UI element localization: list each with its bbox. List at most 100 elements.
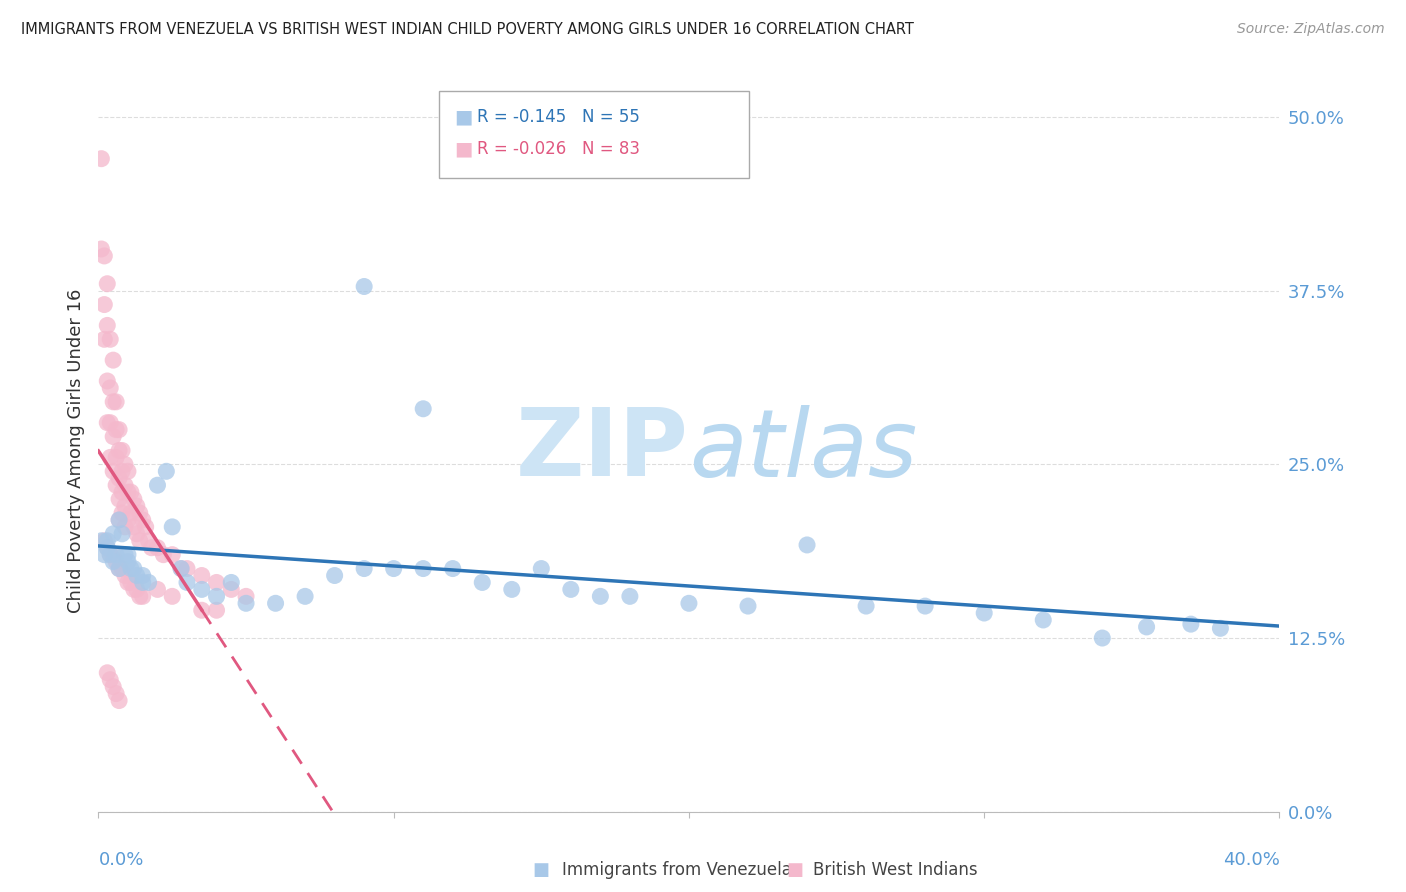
Point — [108, 443, 131, 458]
Point — [111, 485, 134, 500]
Point — [125, 568, 148, 582]
Point — [141, 541, 163, 555]
Point — [205, 575, 228, 590]
Point — [191, 603, 214, 617]
Point — [796, 538, 818, 552]
Point — [117, 548, 139, 562]
Point — [162, 548, 183, 562]
Point — [96, 541, 118, 555]
Point — [98, 673, 121, 687]
Point — [90, 152, 112, 166]
Point — [1091, 631, 1114, 645]
Point — [323, 568, 346, 582]
Point — [108, 693, 131, 707]
Point — [103, 429, 125, 443]
Point — [98, 548, 121, 562]
Text: ■: ■ — [533, 861, 550, 879]
Point — [471, 575, 494, 590]
Point — [125, 499, 148, 513]
Point — [117, 575, 139, 590]
Point — [114, 548, 136, 562]
Point — [235, 590, 257, 604]
Point — [132, 513, 155, 527]
Point — [128, 590, 150, 604]
Point — [501, 582, 523, 597]
Point — [155, 464, 177, 478]
Point — [122, 582, 145, 597]
Point — [146, 478, 169, 492]
Point — [138, 533, 160, 548]
Point — [191, 568, 214, 582]
Point — [93, 297, 115, 311]
Point — [96, 541, 118, 555]
Point — [98, 450, 121, 465]
Point — [170, 561, 193, 575]
Point — [96, 277, 118, 291]
Point — [1032, 613, 1054, 627]
Point — [103, 526, 125, 541]
Point — [221, 582, 243, 597]
Point — [176, 575, 198, 590]
Point — [973, 606, 995, 620]
Point — [96, 533, 118, 548]
Point — [105, 478, 128, 492]
Point — [128, 506, 150, 520]
Point — [96, 665, 118, 680]
Point — [1209, 621, 1232, 635]
Point — [105, 450, 128, 465]
Point — [114, 520, 136, 534]
Point — [108, 561, 131, 575]
Point — [108, 492, 131, 507]
Point — [294, 590, 316, 604]
Point — [162, 520, 183, 534]
Point — [914, 599, 936, 613]
Point — [105, 687, 128, 701]
Point — [619, 590, 641, 604]
Point — [93, 332, 115, 346]
Point — [114, 478, 136, 492]
Point — [98, 332, 121, 346]
Point — [120, 575, 142, 590]
Point — [353, 561, 375, 575]
Point — [117, 464, 139, 478]
Point — [108, 513, 131, 527]
Point — [103, 680, 125, 694]
Point — [111, 464, 134, 478]
Text: IMMIGRANTS FROM VENEZUELA VS BRITISH WEST INDIAN CHILD POVERTY AMONG GIRLS UNDER: IMMIGRANTS FROM VENEZUELA VS BRITISH WES… — [21, 22, 914, 37]
Text: atlas: atlas — [689, 405, 917, 496]
Point — [103, 353, 125, 368]
Text: ■: ■ — [454, 139, 472, 159]
Point — [105, 548, 128, 562]
Text: ZIP: ZIP — [516, 404, 689, 497]
Text: ■: ■ — [454, 107, 472, 127]
Point — [105, 555, 128, 569]
Point — [103, 555, 125, 569]
Text: British West Indians: British West Indians — [813, 861, 977, 879]
Point — [132, 568, 155, 582]
Point — [412, 401, 434, 416]
Point — [560, 582, 582, 597]
Text: ■: ■ — [786, 861, 803, 879]
Point — [162, 590, 183, 604]
Point — [103, 394, 125, 409]
Point — [103, 548, 125, 562]
Text: R = -0.026   N = 83: R = -0.026 N = 83 — [477, 140, 640, 158]
Point — [132, 590, 155, 604]
Point — [128, 533, 150, 548]
Point — [138, 575, 160, 590]
Point — [93, 533, 115, 548]
Point — [191, 582, 214, 597]
Point — [114, 568, 136, 582]
Point — [264, 596, 287, 610]
Point — [221, 575, 243, 590]
Point — [353, 279, 375, 293]
Point — [176, 561, 198, 575]
Point — [855, 599, 877, 613]
Text: Immigrants from Venezuela: Immigrants from Venezuela — [562, 861, 792, 879]
Point — [111, 443, 134, 458]
Text: Source: ZipAtlas.com: Source: ZipAtlas.com — [1237, 22, 1385, 37]
Point — [412, 561, 434, 575]
Point — [122, 561, 145, 575]
Point — [105, 394, 128, 409]
Point — [125, 582, 148, 597]
